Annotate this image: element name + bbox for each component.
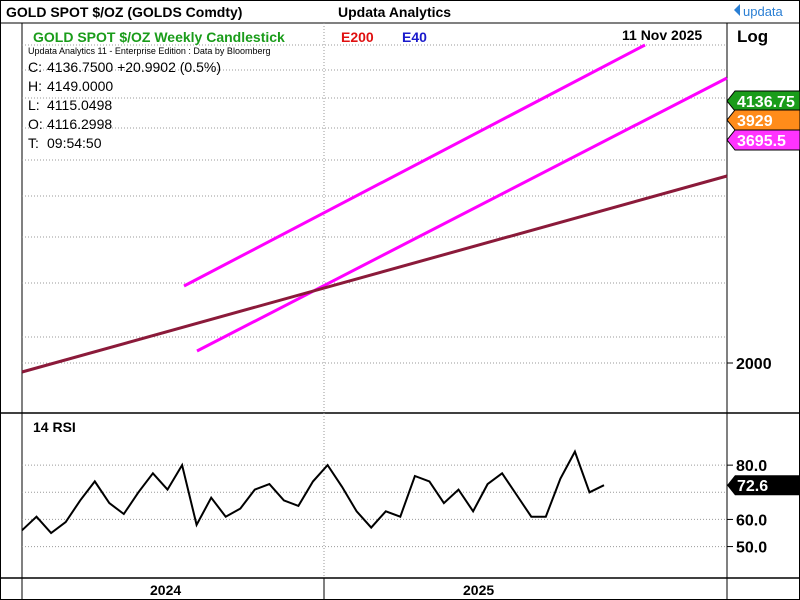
rsi-axis: 80.0 60.0 50.0 72.6 [727,458,800,557]
rsi-tick-label: 50.0 [736,540,767,557]
chart-title: GOLD SPOT $/OZ Weekly Candlestick [33,29,285,45]
ohlc-low-value: 4115.0498 [47,97,112,113]
ohlc-time-label: T: [28,135,39,151]
rsi-current-label: 72.6 [737,478,768,495]
ohlc-low-label: L: [28,97,40,113]
updata-logo-icon [734,4,740,16]
chart-date: 11 Nov 2025 [622,27,702,43]
x-label-2024: 2024 [150,582,181,598]
rsi-line [21,449,605,535]
price-tag-shape [726,109,800,131]
header-source: Updata Analytics [338,4,451,20]
price-tag-3929: 3929 [726,109,800,131]
price-tag-3695.5: 3695.5 [726,129,800,151]
updata-logo-text: updata [743,4,784,19]
legend-e200: E200 [341,29,374,45]
ohlc-high-value: 4149.0000 [47,78,113,94]
ohlc-open-value: 4116.2998 [47,116,112,132]
price-tag-shape [726,90,800,112]
chart-subtitle: Updata Analytics 11 - Enterprise Edition… [28,46,270,56]
ohlc-close-value: 4136.7500 +20.9902 (0.5%) [47,59,221,75]
price-tag-label: 3929 [737,113,773,130]
rsi-plot [21,449,605,535]
ohlc-readout: C: 4136.7500 +20.9902 (0.5%) H: 4149.000… [28,59,221,151]
price-tag-label: 4136.75 [737,94,795,111]
price-tag-4136.75: 4136.75 [726,90,800,112]
price-tag-label: 3695.5 [737,133,786,150]
x-label-2025: 2025 [463,582,494,598]
price-tag-shape [726,129,800,151]
header-title: GOLD SPOT $/OZ (GOLDS Comdty) [6,4,242,20]
rsi-title: 14 RSI [33,419,76,435]
scale-label: Log [737,27,768,46]
ohlc-close-label: C: [28,59,42,75]
price-gridlines [22,23,727,578]
rsi-tick-label: 80.0 [736,458,767,475]
price-plot [21,43,728,374]
updata-logo: updata [734,4,784,19]
legend-e40: E40 [402,29,427,45]
ohlc-high-label: H: [28,78,42,94]
price-tags: 4527.14136.7539293695.53466.43119.22543.… [726,90,800,151]
long-term-trend-line [21,174,728,374]
price-axis-tick-2000: 2000 [736,356,772,373]
rsi-current-tag: 72.6 [727,475,800,496]
channel-upper-line [183,43,646,288]
rsi-current-tag-shape [727,475,800,496]
channel-lower-line [196,76,728,353]
ohlc-time-value: 09:54:50 [47,135,102,151]
ohlc-open-label: O: [28,116,43,132]
rsi-tick-label: 60.0 [736,512,767,529]
